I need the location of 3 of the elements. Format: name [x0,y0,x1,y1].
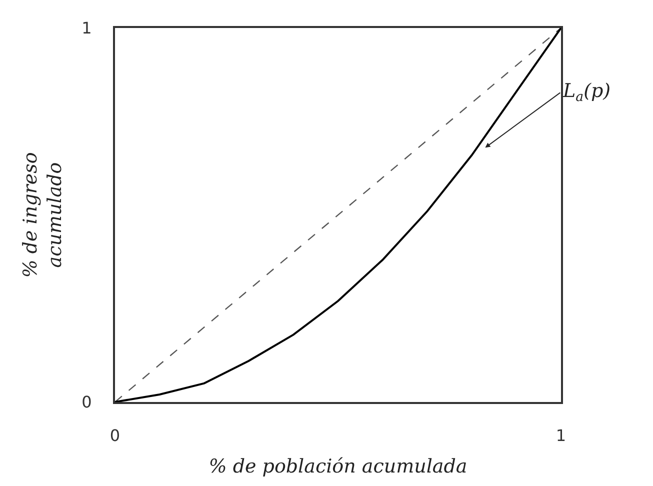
x-axis-title: % de población acumulada [208,456,468,478]
text: L$_{a}$(p) [562,80,611,105]
y-axis-title: % de ingreso acumulado [19,152,66,278]
